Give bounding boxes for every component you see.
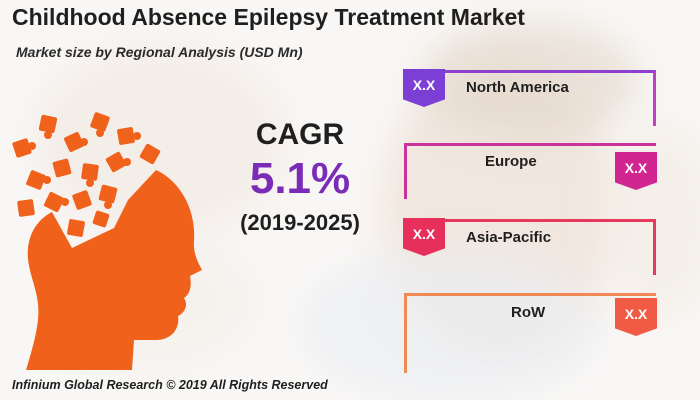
page-subtitle: Market size by Regional Analysis (USD Mn… — [16, 44, 303, 60]
region-north-america: X.X North America — [403, 69, 656, 126]
cagr-block: CAGR 5.1% (2019-2025) — [210, 120, 390, 236]
cagr-label: CAGR — [255, 118, 345, 151]
cagr-value: 5.1% — [249, 154, 351, 203]
copyright-footer: Infinium Global Research © 2019 All Righ… — [12, 378, 328, 392]
region-name: Europe — [485, 153, 537, 170]
head-puzzle-icon — [12, 112, 202, 370]
region-value-badge: X.X — [403, 69, 445, 107]
cagr-period: (2019-2025) — [240, 210, 360, 236]
region-value-badge: X.X — [615, 152, 657, 190]
region-asia-pacific: X.X Asia-Pacific — [403, 218, 656, 275]
region-name: RoW — [511, 304, 546, 321]
region-row: RoW X.X — [404, 293, 657, 373]
page-title: Childhood Absence Epilepsy Treatment Mar… — [12, 4, 525, 30]
region-europe: Europe X.X — [404, 143, 657, 199]
region-name: Asia-Pacific — [466, 229, 552, 246]
region-value-badge: X.X — [615, 298, 657, 336]
region-name: North America — [466, 79, 569, 96]
region-value-badge: X.X — [403, 218, 445, 256]
